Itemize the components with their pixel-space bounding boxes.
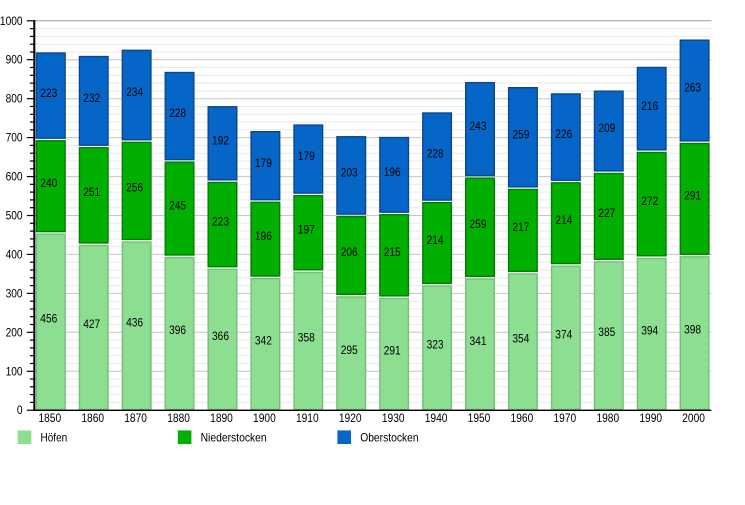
- svg-text:300: 300: [6, 286, 23, 300]
- svg-text:Höfen: Höfen: [41, 431, 68, 445]
- svg-text:295: 295: [341, 343, 358, 357]
- svg-text:215: 215: [384, 245, 401, 259]
- svg-text:263: 263: [684, 81, 701, 95]
- svg-text:323: 323: [427, 337, 444, 351]
- svg-text:259: 259: [470, 217, 487, 231]
- svg-text:366: 366: [212, 329, 229, 343]
- svg-text:217: 217: [512, 220, 529, 234]
- svg-text:203: 203: [341, 166, 358, 180]
- svg-text:358: 358: [298, 331, 315, 345]
- svg-text:179: 179: [298, 149, 315, 163]
- svg-text:179: 179: [255, 156, 272, 170]
- svg-text:272: 272: [641, 194, 658, 208]
- svg-text:341: 341: [470, 334, 487, 348]
- svg-text:427: 427: [83, 317, 100, 331]
- svg-text:800: 800: [6, 92, 23, 106]
- svg-text:228: 228: [169, 106, 186, 120]
- svg-text:456: 456: [40, 311, 57, 325]
- svg-text:1940: 1940: [425, 411, 448, 425]
- svg-text:354: 354: [512, 331, 529, 345]
- svg-text:240: 240: [40, 176, 57, 190]
- svg-text:1920: 1920: [339, 411, 362, 425]
- svg-text:500: 500: [6, 209, 23, 223]
- svg-text:197: 197: [298, 222, 315, 236]
- svg-text:900: 900: [6, 53, 23, 67]
- svg-text:1950: 1950: [468, 411, 491, 425]
- svg-text:1890: 1890: [210, 411, 233, 425]
- svg-text:600: 600: [6, 170, 23, 184]
- svg-text:1900: 1900: [253, 411, 276, 425]
- svg-text:1930: 1930: [382, 411, 405, 425]
- svg-text:385: 385: [598, 325, 615, 339]
- svg-text:226: 226: [555, 127, 572, 141]
- svg-text:1870: 1870: [124, 411, 147, 425]
- svg-text:1860: 1860: [81, 411, 104, 425]
- svg-text:1980: 1980: [596, 411, 619, 425]
- svg-text:1990: 1990: [639, 411, 662, 425]
- svg-text:342: 342: [255, 334, 272, 348]
- svg-text:196: 196: [384, 165, 401, 179]
- svg-text:227: 227: [598, 206, 615, 220]
- svg-text:396: 396: [169, 323, 186, 337]
- svg-text:234: 234: [126, 85, 143, 99]
- svg-text:192: 192: [212, 134, 229, 148]
- svg-text:1910: 1910: [296, 411, 319, 425]
- svg-text:223: 223: [212, 214, 229, 228]
- svg-text:1850: 1850: [38, 411, 61, 425]
- svg-text:291: 291: [384, 344, 401, 358]
- svg-text:245: 245: [169, 198, 186, 212]
- svg-text:100: 100: [6, 364, 23, 378]
- svg-text:228: 228: [427, 147, 444, 161]
- svg-text:374: 374: [555, 327, 572, 341]
- svg-text:259: 259: [512, 127, 529, 141]
- svg-text:1960: 1960: [511, 411, 534, 425]
- svg-text:Oberstocken: Oberstocken: [360, 431, 418, 445]
- svg-text:206: 206: [341, 245, 358, 259]
- svg-text:256: 256: [126, 181, 143, 195]
- svg-text:223: 223: [40, 86, 57, 100]
- svg-text:1880: 1880: [167, 411, 190, 425]
- svg-text:243: 243: [470, 119, 487, 133]
- svg-text:251: 251: [83, 185, 100, 199]
- svg-text:394: 394: [641, 324, 658, 338]
- svg-text:0: 0: [17, 403, 23, 417]
- svg-text:400: 400: [6, 247, 23, 261]
- svg-text:398: 398: [684, 323, 701, 337]
- svg-text:196: 196: [255, 229, 272, 243]
- svg-text:232: 232: [83, 91, 100, 105]
- svg-text:209: 209: [598, 121, 615, 135]
- svg-text:216: 216: [641, 99, 658, 113]
- svg-text:200: 200: [6, 325, 23, 339]
- svg-text:291: 291: [684, 189, 701, 203]
- svg-text:1970: 1970: [553, 411, 576, 425]
- svg-text:214: 214: [555, 213, 572, 227]
- svg-text:1000: 1000: [0, 14, 23, 28]
- svg-text:Niederstocken: Niederstocken: [201, 431, 267, 445]
- svg-text:436: 436: [126, 315, 143, 329]
- svg-text:700: 700: [6, 131, 23, 145]
- svg-text:214: 214: [427, 233, 444, 247]
- svg-text:2000: 2000: [682, 411, 705, 425]
